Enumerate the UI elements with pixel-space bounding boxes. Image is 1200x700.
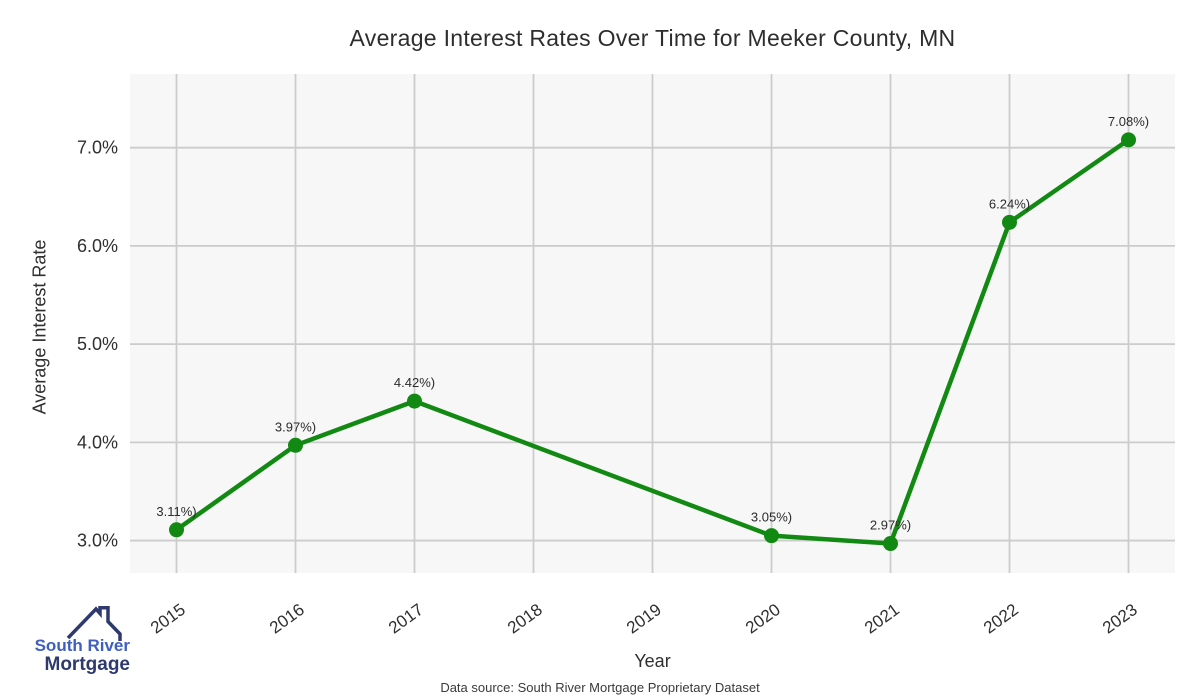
house-roof-icon: [66, 606, 122, 641]
x-tick-label: 2015: [147, 600, 189, 638]
chart-title: Average Interest Rates Over Time for Mee…: [349, 25, 956, 51]
data-point: [169, 522, 184, 538]
x-tick-label: 2018: [504, 600, 546, 638]
logo-text-mortgage: Mortgage: [44, 653, 131, 675]
logo-south-river-mortgage: South River Mortgage: [20, 606, 130, 675]
x-tick-label: 2020: [742, 600, 784, 638]
x-tick-label: 2016: [266, 600, 308, 638]
point-label: 3.05%): [751, 510, 792, 525]
point-label: 4.42%): [394, 375, 435, 390]
x-tick-label: 2023: [1099, 600, 1141, 638]
x-tick-label: 2022: [980, 600, 1022, 638]
y-tick-label: 4.0%: [77, 432, 118, 452]
data-source-note: Data source: South River Mortgage Propri…: [440, 680, 760, 695]
point-label: 3.97%): [275, 419, 316, 434]
point-label: 2.97%): [870, 518, 911, 533]
y-tick-label: 5.0%: [77, 334, 118, 354]
x-tick-label: 2019: [623, 600, 665, 638]
point-label: 6.24%): [989, 196, 1030, 211]
point-label: 7.08%): [1108, 114, 1149, 129]
x-axis-title: Year: [634, 651, 671, 671]
data-point: [764, 528, 779, 544]
data-point: [288, 437, 303, 453]
logo-text-south-river: South River: [34, 636, 130, 655]
data-point: [1002, 214, 1017, 230]
y-tick-label: 6.0%: [77, 236, 118, 256]
point-label: 3.11%): [156, 504, 196, 519]
data-point: [1121, 132, 1136, 148]
x-tick-label: 2017: [385, 600, 427, 638]
data-point: [883, 536, 898, 552]
y-tick-label: 7.0%: [77, 138, 118, 158]
data-point: [407, 393, 422, 409]
y-tick-label: 3.0%: [77, 531, 118, 551]
x-tick-label: 2021: [861, 600, 903, 638]
